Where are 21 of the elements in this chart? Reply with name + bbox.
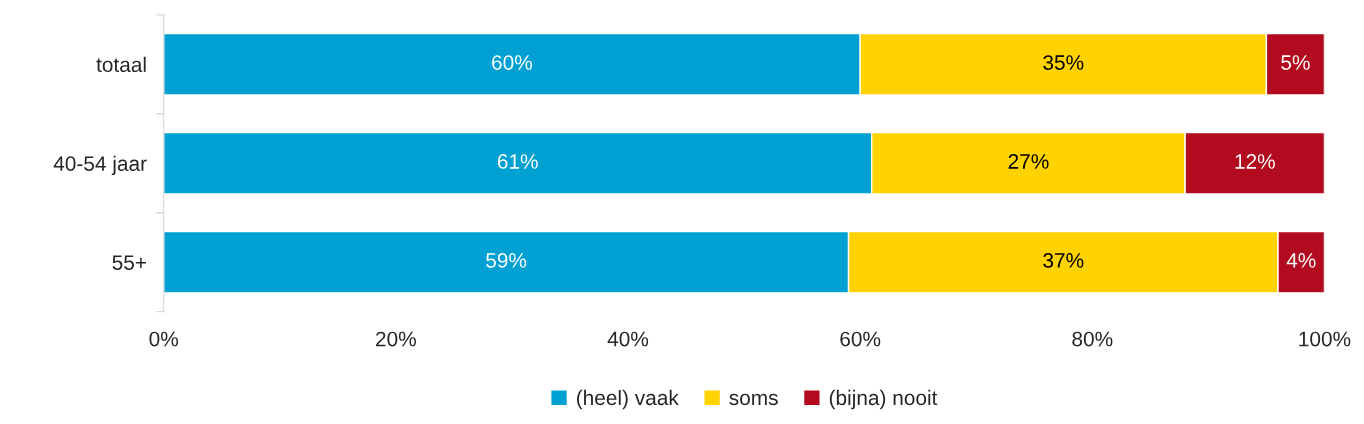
x-tick-label: 60% [840,331,881,347]
data-label: 59% [486,253,527,268]
legend-label: soms [729,393,778,406]
x-tick-label: 0% [149,331,178,347]
y-tick-label: 55+ [112,255,146,270]
data-label: 35% [1043,55,1084,70]
x-tick-label: 40% [607,331,649,347]
data-label: 5% [1281,55,1310,70]
legend-label: (heel) vaak [577,389,679,410]
data-label: 27% [1008,154,1049,169]
data-label: 61% [497,154,538,169]
x-tick-label: 20% [376,331,416,347]
data-label: 12% [1235,154,1275,169]
legend-label: (bijna) nooit [829,389,938,410]
x-tick-label: 100% [1299,331,1351,347]
data-label: 60% [492,55,533,70]
data-label: 37% [1043,253,1084,268]
data-label: 4% [1286,253,1316,268]
y-tick-label: totaal [96,56,146,73]
x-tick-label: 80% [1072,331,1113,347]
y-tick-label: 40-54 jaar [53,155,147,176]
